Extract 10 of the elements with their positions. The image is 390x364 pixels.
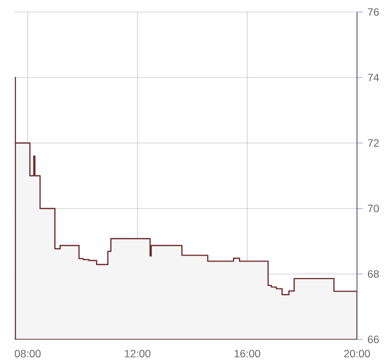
x-tick-label: 12:00 [124,350,150,358]
y-tick-label: 76 [368,8,379,16]
y-tick-label: 70 [368,204,379,212]
y-tick-label: 66 [368,336,379,344]
x-tick-label: 16:00 [234,350,260,358]
y-tick-label: 74 [368,74,379,82]
y-tick-label: 68 [368,270,379,278]
x-tick-label: 08:00 [14,350,41,358]
x-tick-label: 20:00 [344,350,370,358]
y-tick-label: 72 [368,139,379,147]
